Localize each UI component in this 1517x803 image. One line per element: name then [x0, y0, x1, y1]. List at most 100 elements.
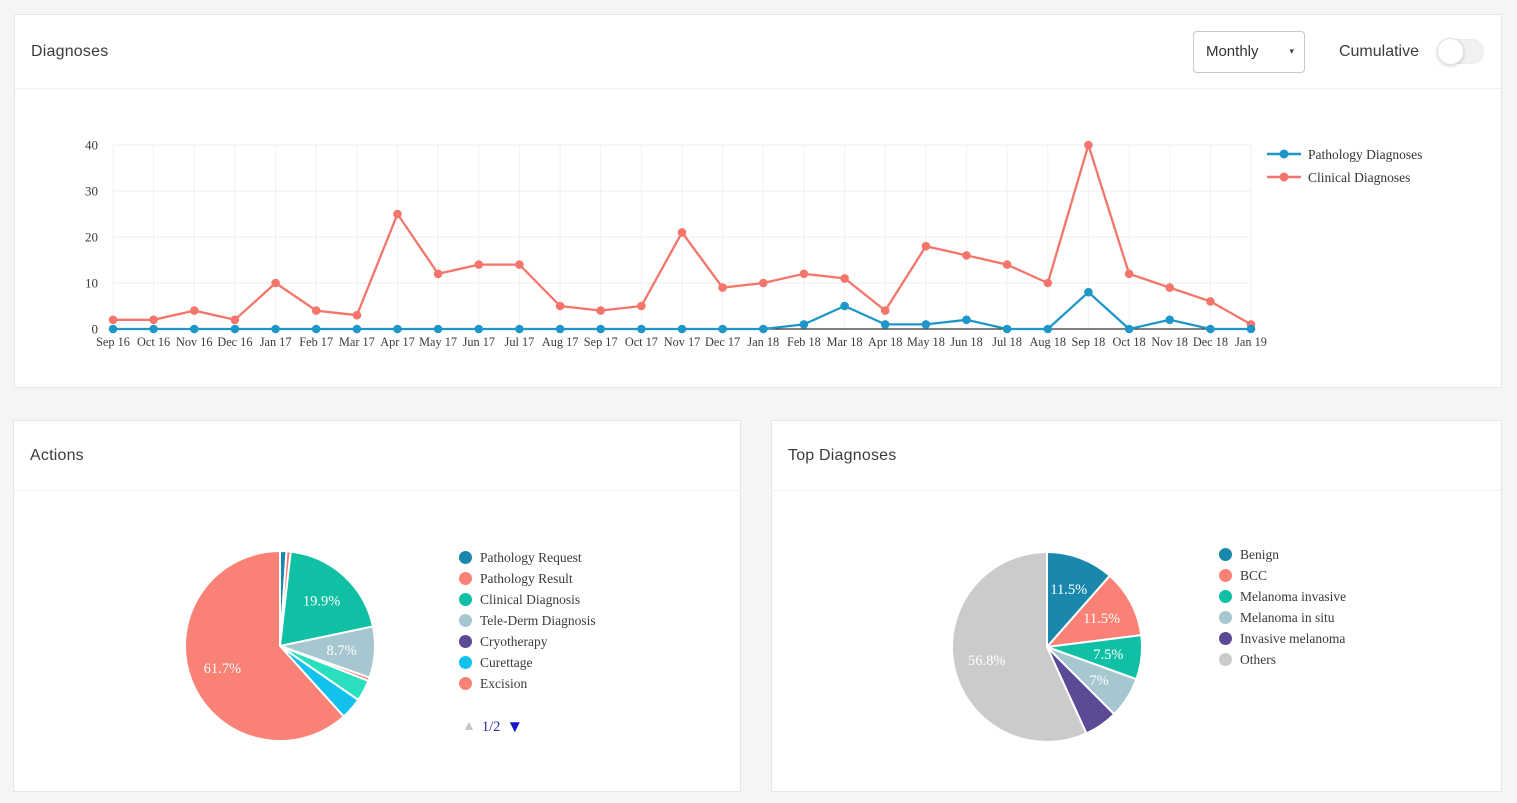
data-point: [149, 315, 158, 325]
x-tick-label: Aug 18: [1030, 335, 1067, 349]
legend-dot-icon: [459, 635, 472, 648]
legend-item: Clinical Diagnosis: [459, 589, 596, 610]
legend-label: Invasive melanoma: [1240, 630, 1346, 646]
legend-dot-icon: [1219, 590, 1232, 603]
top-diagnoses-panel: Top Diagnoses 11.5% 11.5% 7.5% 7% 56.8% Beni…: [771, 420, 1502, 792]
legend-label: Tele-Derm Diagnosis: [480, 612, 596, 628]
legend-label: Excision: [480, 675, 528, 691]
pie-percent-label: 19.9%: [303, 593, 340, 609]
x-tick-label: Jan 17: [260, 335, 292, 349]
data-point: [759, 324, 768, 334]
data-point: [1165, 315, 1174, 325]
x-tick-label: Dec 18: [1193, 335, 1228, 349]
diagnoses-chart-body: 0 10 20 30 40 Sep 16 Oct 16 Nov 16 Dec 16 Jan 17 F…: [15, 89, 1501, 387]
top-diagnoses-panel-header: Top Diagnoses: [772, 421, 1501, 491]
top-diagnoses-pie-chart: 11.5% 11.5% 7.5% 7% 56.8%: [951, 551, 1143, 743]
x-tick-label: Jun 17: [463, 335, 495, 349]
legend-item: Melanoma in situ: [1219, 607, 1346, 628]
cumulative-label: Cumulative: [1338, 42, 1419, 60]
line-legend-label: Pathology Diagnoses: [1308, 147, 1422, 162]
pie-slice: [1046, 551, 1111, 648]
data-point: [840, 274, 849, 283]
x-tick-label: Sep 18: [1071, 335, 1105, 349]
pie-slice: [184, 550, 345, 742]
legend-item: Tele-Derm Diagnosis: [459, 610, 596, 631]
data-point: [1165, 283, 1174, 292]
pie-percent-label: 7%: [1089, 673, 1108, 689]
x-tick-label: Feb 18: [787, 335, 821, 349]
legend-item: Curettage: [459, 652, 596, 673]
data-point: [637, 301, 646, 311]
legend-item: Invasive melanoma: [1219, 628, 1346, 649]
chevron-down-icon: ▾: [1289, 46, 1294, 56]
x-tick-label: Nov 17: [664, 335, 701, 349]
data-point: [677, 324, 687, 334]
data-point: [1043, 278, 1053, 288]
data-point: [393, 209, 402, 219]
page-up-icon[interactable]: ▲: [462, 719, 476, 734]
data-point: [230, 324, 240, 334]
data-point: [677, 228, 687, 237]
legend-label: Others: [1240, 651, 1276, 667]
legend-dot-icon: [459, 614, 472, 627]
legend-dot-icon: [459, 593, 472, 606]
legend-dot-icon: [1219, 611, 1232, 624]
data-point: [515, 260, 524, 269]
page-title: Diagnoses: [31, 42, 109, 60]
data-point: [271, 278, 280, 288]
cumulative-toggle[interactable]: [1437, 38, 1484, 65]
data-point: [271, 324, 280, 334]
legend-label: Curettage: [480, 654, 533, 670]
legend-dot-icon: [1219, 632, 1232, 645]
legend-dot-icon: [1219, 653, 1232, 666]
legend-label: Clinical Diagnosis: [480, 591, 581, 607]
x-tick-label: Apr 17: [380, 335, 415, 349]
data-point: [880, 320, 890, 329]
legend-dot-icon: [459, 677, 472, 690]
data-point: [555, 324, 565, 334]
data-point: [433, 269, 443, 279]
x-tick-label: Oct 18: [1113, 335, 1146, 349]
diagnoses-panel: Diagnoses Monthly ▾ Cumulative 0 10 20 30 40…: [14, 14, 1502, 388]
data-point: [1002, 260, 1012, 269]
data-point: [352, 324, 362, 334]
data-point: [1124, 269, 1134, 279]
legend-item: BCC: [1219, 565, 1346, 586]
x-tick-label: Sep 17: [584, 335, 618, 349]
data-point: [962, 251, 971, 260]
data-point: [1246, 324, 1256, 334]
data-point: [759, 278, 768, 288]
y-tick-label: 10: [85, 276, 98, 291]
pie-slice: [1046, 574, 1143, 648]
data-point: [921, 241, 931, 251]
y-tick-label: 20: [85, 230, 98, 245]
legend-item: Others: [1219, 649, 1346, 670]
x-tick-label: Jun 18: [950, 335, 982, 349]
data-point: [311, 306, 321, 315]
x-tick-label: Dec 16: [217, 335, 252, 349]
data-point: [596, 324, 605, 334]
pie-slice: [951, 551, 1088, 743]
data-point: [1084, 287, 1093, 297]
x-tick-label: Apr 18: [868, 335, 903, 349]
interval-select[interactable]: Monthly ▾: [1192, 30, 1305, 73]
page-down-icon[interactable]: ▼: [506, 717, 524, 736]
x-tick-label: Jul 18: [992, 335, 1022, 349]
x-tick-label: Sep 16: [96, 335, 130, 349]
data-point: [230, 315, 240, 325]
legend-item: Pathology Request: [459, 547, 596, 568]
legend-label: Melanoma in situ: [1240, 609, 1335, 625]
x-tick-label: Jul 17: [505, 335, 535, 349]
data-point: [1084, 140, 1093, 150]
data-point: [637, 324, 646, 334]
diagnoses-header-controls: Monthly ▾ Cumulative: [1192, 30, 1485, 73]
x-tick-label: Nov 16: [176, 335, 213, 349]
x-tick-label: Jan 19: [1235, 335, 1267, 349]
y-tick-label: 40: [85, 138, 98, 153]
x-tick-label: Aug 17: [542, 335, 579, 349]
data-point: [799, 320, 809, 329]
data-point: [921, 320, 931, 329]
pie-percent-label: 8.7%: [326, 643, 356, 659]
legend-label: Benign: [1240, 546, 1279, 562]
legend-dot-icon: [459, 572, 472, 585]
